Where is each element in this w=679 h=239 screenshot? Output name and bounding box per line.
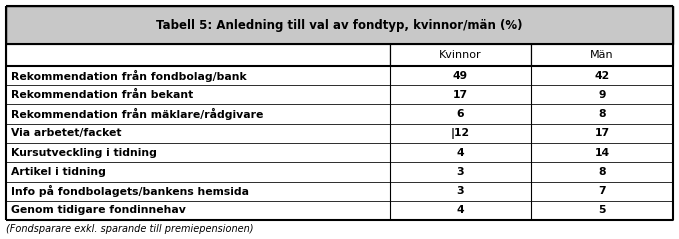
Bar xyxy=(531,44,673,66)
Text: 9: 9 xyxy=(598,90,606,100)
Text: 8: 8 xyxy=(598,109,606,119)
Text: Rekommendation från bekant: Rekommendation från bekant xyxy=(11,90,194,100)
Text: Kvinnor: Kvinnor xyxy=(439,50,481,60)
Text: |12: |12 xyxy=(451,128,470,139)
Text: 3: 3 xyxy=(456,167,464,177)
Text: 8: 8 xyxy=(598,167,606,177)
Bar xyxy=(531,201,673,220)
Bar xyxy=(390,181,531,201)
Bar xyxy=(531,104,673,124)
Bar xyxy=(531,66,673,85)
Bar xyxy=(6,162,390,181)
Bar xyxy=(390,143,531,162)
Text: 4: 4 xyxy=(456,205,464,215)
Text: 17: 17 xyxy=(595,128,610,138)
Bar xyxy=(6,66,390,85)
Text: 6: 6 xyxy=(456,109,464,119)
Text: Rekommendation från fondbolag/bank: Rekommendation från fondbolag/bank xyxy=(11,70,246,82)
Text: 42: 42 xyxy=(595,71,610,81)
Text: Via arbetet/facket: Via arbetet/facket xyxy=(11,128,122,138)
Text: 14: 14 xyxy=(595,148,610,158)
Bar xyxy=(6,104,390,124)
Bar xyxy=(531,181,673,201)
Text: Kursutveckling i tidning: Kursutveckling i tidning xyxy=(11,148,157,158)
Bar xyxy=(390,85,531,104)
Text: 4: 4 xyxy=(456,148,464,158)
Bar xyxy=(531,124,673,143)
Text: 5: 5 xyxy=(598,205,606,215)
Text: Genom tidigare fondinnehav: Genom tidigare fondinnehav xyxy=(11,205,186,215)
Bar xyxy=(390,124,531,143)
Bar xyxy=(390,66,531,85)
Bar xyxy=(6,85,390,104)
Bar xyxy=(531,85,673,104)
Text: (Fondsparare exkl. sparande till premiepensionen): (Fondsparare exkl. sparande till premiep… xyxy=(6,224,253,234)
Bar xyxy=(6,181,390,201)
Text: Tabell 5: Anledning till val av fondtyp, kvinnor/män (%): Tabell 5: Anledning till val av fondtyp,… xyxy=(156,18,523,32)
Bar xyxy=(6,44,390,66)
Bar xyxy=(6,143,390,162)
Bar xyxy=(531,143,673,162)
Bar xyxy=(6,124,390,143)
Bar xyxy=(390,201,531,220)
Bar xyxy=(390,162,531,181)
Text: 49: 49 xyxy=(453,71,468,81)
Text: 17: 17 xyxy=(453,90,468,100)
Text: Info på fondbolagets/bankens hemsida: Info på fondbolagets/bankens hemsida xyxy=(11,185,249,197)
Text: Män: Män xyxy=(590,50,614,60)
Bar xyxy=(390,44,531,66)
Text: Artikel i tidning: Artikel i tidning xyxy=(11,167,106,177)
Bar xyxy=(6,201,390,220)
Text: Rekommendation från mäklare/rådgivare: Rekommendation från mäklare/rådgivare xyxy=(11,108,263,120)
Text: 7: 7 xyxy=(598,186,606,196)
Bar xyxy=(531,162,673,181)
Bar xyxy=(390,104,531,124)
Bar xyxy=(6,6,673,44)
Text: 3: 3 xyxy=(456,186,464,196)
